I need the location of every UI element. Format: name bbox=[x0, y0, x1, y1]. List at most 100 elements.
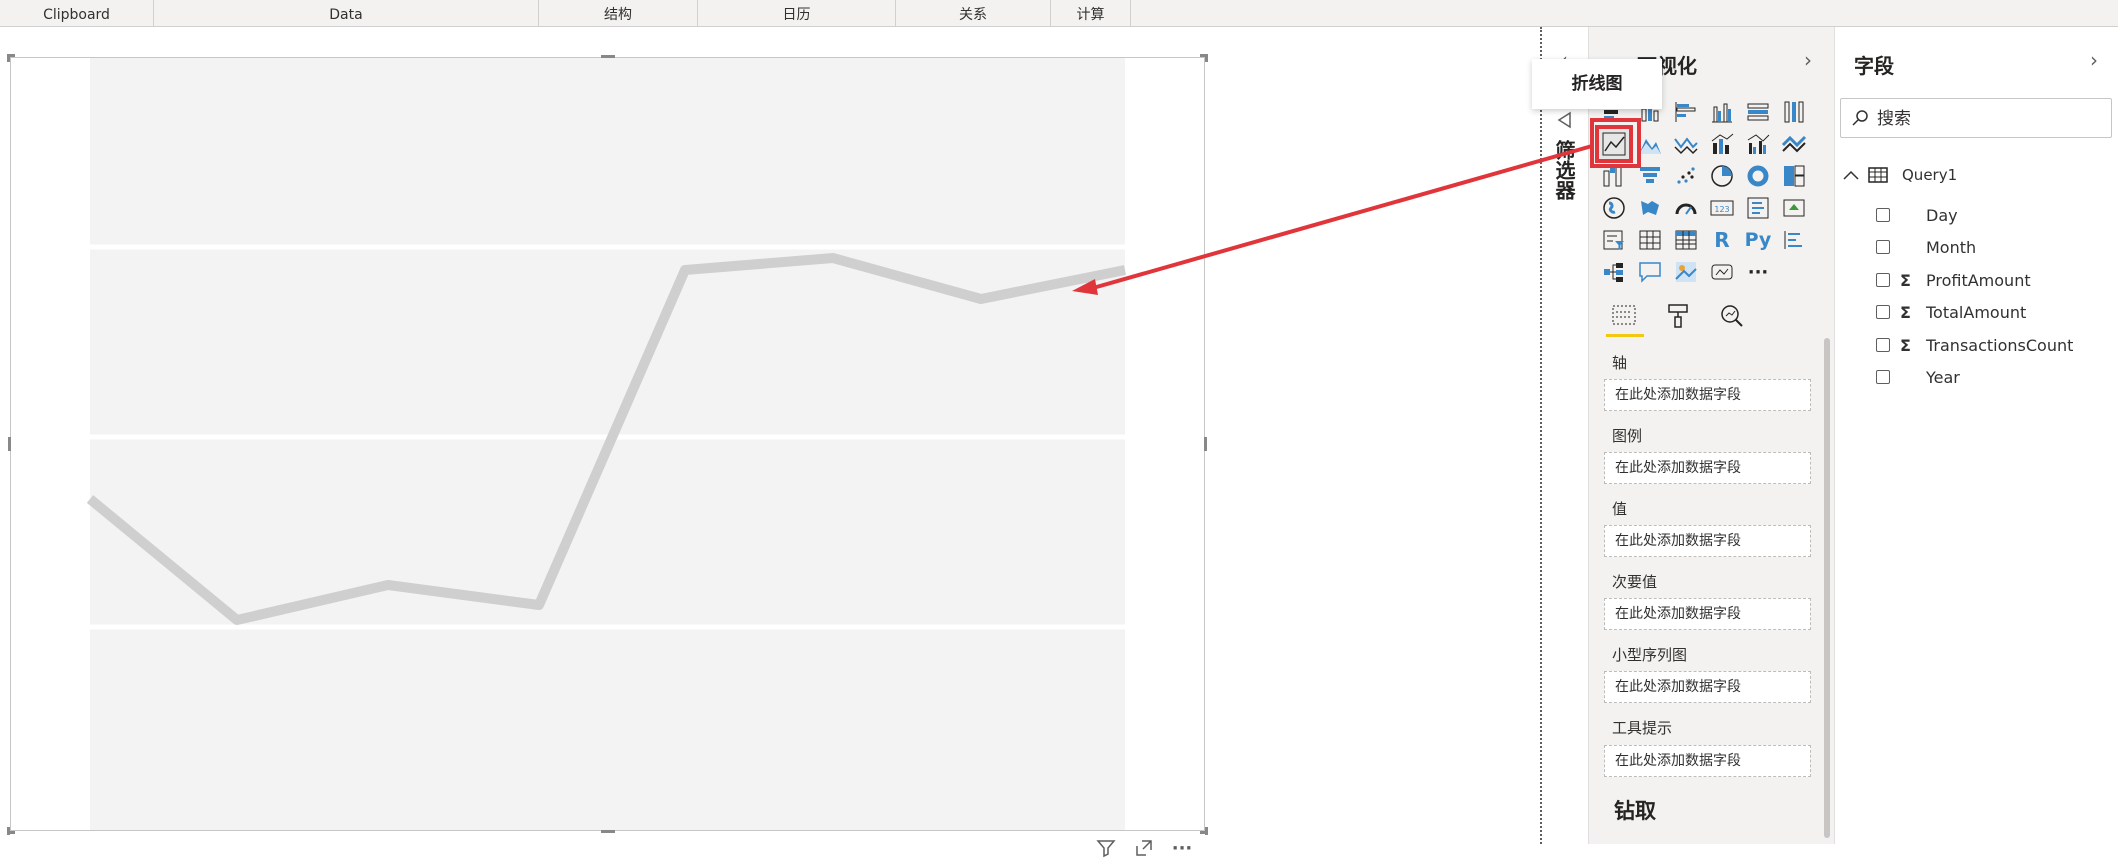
focus-mode-icon[interactable] bbox=[1132, 836, 1156, 860]
field-checkbox[interactable] bbox=[1876, 240, 1890, 254]
waterfall-chart-icon[interactable] bbox=[1598, 160, 1630, 192]
resize-handle[interactable] bbox=[1205, 54, 1208, 62]
well-legend[interactable]: 在此处添加数据字段 bbox=[1604, 452, 1811, 484]
sigma-icon: Σ bbox=[1900, 335, 1911, 355]
field-transactionscount[interactable]: Σ TransactionsCount bbox=[1876, 331, 2073, 359]
stacked-column-chart-icon[interactable] bbox=[1634, 96, 1666, 128]
field-checkbox[interactable] bbox=[1876, 305, 1890, 319]
pie-chart-icon[interactable] bbox=[1706, 160, 1738, 192]
gauge-icon[interactable] bbox=[1670, 192, 1702, 224]
100-stacked-bar-chart-icon[interactable] bbox=[1742, 96, 1774, 128]
line-chart-icon[interactable] bbox=[1595, 125, 1633, 163]
field-checkbox[interactable] bbox=[1876, 273, 1890, 287]
fields-tab-icon[interactable] bbox=[1604, 298, 1644, 334]
field-day[interactable]: Day bbox=[1876, 201, 1958, 229]
report-canvas[interactable]: ··· bbox=[0, 27, 1536, 859]
donut-chart-icon[interactable] bbox=[1742, 160, 1774, 192]
key-influencers-icon[interactable] bbox=[1778, 224, 1810, 256]
scatter-chart-icon[interactable] bbox=[1670, 160, 1702, 192]
chevron-up-icon[interactable] bbox=[1842, 169, 1860, 181]
area-chart-icon[interactable] bbox=[1634, 128, 1666, 160]
resize-handle[interactable] bbox=[1200, 54, 1208, 57]
visual-tooltip: 折线图 bbox=[1532, 59, 1662, 109]
ribbon-group-clipboard[interactable]: Clipboard bbox=[0, 0, 154, 26]
100-stacked-column-chart-icon[interactable] bbox=[1778, 96, 1810, 128]
well-axis[interactable]: 在此处添加数据字段 bbox=[1604, 379, 1811, 411]
field-checkbox[interactable] bbox=[1876, 338, 1890, 352]
collapse-visualizations-icon[interactable]: › bbox=[1804, 48, 1812, 72]
resize-handle[interactable] bbox=[8, 437, 11, 451]
resize-handle[interactable] bbox=[1204, 437, 1207, 451]
placeholder-line bbox=[86, 253, 1126, 625]
field-profitamount[interactable]: Σ ProfitAmount bbox=[1876, 266, 2031, 294]
smart-narrative-icon[interactable] bbox=[1670, 256, 1702, 288]
svg-text:123: 123 bbox=[1714, 205, 1729, 214]
resize-handle[interactable] bbox=[7, 831, 15, 834]
well-small-multiples[interactable]: 在此处添加数据字段 bbox=[1604, 671, 1811, 703]
format-tab-icon[interactable] bbox=[1658, 298, 1698, 334]
clustered-bar-chart-icon[interactable] bbox=[1670, 96, 1702, 128]
more-visuals-icon[interactable]: ··· bbox=[1747, 261, 1769, 283]
active-tab-indicator bbox=[1606, 334, 1644, 337]
qna-icon[interactable] bbox=[1634, 256, 1666, 288]
field-checkbox[interactable] bbox=[1876, 208, 1890, 222]
collapse-fields-icon[interactable]: › bbox=[2090, 48, 2098, 72]
filters-pane-label[interactable]: 筛选器 bbox=[1552, 140, 1576, 200]
resize-handle[interactable] bbox=[601, 55, 615, 58]
fields-search-box[interactable] bbox=[1840, 98, 2112, 138]
fields-pane bbox=[1834, 27, 2118, 844]
table-node-query1[interactable]: Query1 bbox=[1842, 162, 1957, 188]
fields-search-input[interactable] bbox=[1875, 105, 2099, 133]
visual-header: ··· bbox=[1094, 836, 1194, 860]
slicer-icon[interactable] bbox=[1598, 224, 1630, 256]
field-month[interactable]: Month bbox=[1876, 233, 1976, 261]
kpi-icon[interactable] bbox=[1778, 192, 1810, 224]
viz-pane-scrollbar[interactable] bbox=[1824, 338, 1830, 838]
ribbon: Clipboard Data 结构 日历 关系 计算 bbox=[0, 0, 2118, 27]
r-visual-icon[interactable]: R bbox=[1714, 228, 1730, 252]
multi-row-card-icon[interactable] bbox=[1742, 192, 1774, 224]
ribbon-group-calculations[interactable]: 计算 bbox=[1051, 0, 1131, 26]
decomposition-tree-icon[interactable] bbox=[1598, 256, 1630, 288]
analytics-tab-icon[interactable] bbox=[1712, 298, 1752, 334]
matrix-icon[interactable] bbox=[1670, 224, 1702, 256]
map-icon[interactable] bbox=[1598, 192, 1630, 224]
sigma-icon: Σ bbox=[1900, 302, 1911, 322]
well-label-tooltips: 工具提示 bbox=[1612, 719, 1673, 737]
more-options-icon[interactable]: ··· bbox=[1171, 837, 1193, 859]
well-values[interactable]: 在此处添加数据字段 bbox=[1604, 525, 1811, 557]
well-label-secondary-values: 次要值 bbox=[1612, 573, 1658, 591]
paginated-report-icon[interactable] bbox=[1706, 256, 1738, 288]
line-and-clustered-column-chart-icon[interactable] bbox=[1742, 128, 1774, 160]
ribbon-group-structure[interactable]: 结构 bbox=[539, 0, 698, 26]
well-tooltips[interactable]: 在此处添加数据字段 bbox=[1604, 745, 1811, 777]
python-visual-icon[interactable]: Py bbox=[1744, 229, 1772, 251]
field-year[interactable]: Year bbox=[1876, 363, 1960, 391]
resize-handle[interactable] bbox=[1200, 831, 1208, 834]
sigma-icon: Σ bbox=[1900, 270, 1911, 290]
ribbon-group-data[interactable]: Data bbox=[154, 0, 539, 26]
filled-map-icon[interactable] bbox=[1634, 192, 1666, 224]
ribbon-group-relationships[interactable]: 关系 bbox=[896, 0, 1051, 26]
clustered-column-chart-icon[interactable] bbox=[1706, 96, 1738, 128]
line-chart-visual[interactable] bbox=[7, 54, 1208, 835]
filters-expand-icon[interactable] bbox=[1557, 110, 1573, 130]
field-totalamount[interactable]: Σ TotalAmount bbox=[1876, 298, 2026, 326]
treemap-icon[interactable] bbox=[1778, 160, 1810, 192]
stacked-area-chart-icon[interactable] bbox=[1670, 128, 1702, 160]
resize-handle[interactable] bbox=[7, 54, 10, 62]
ribbon-chart-icon[interactable] bbox=[1778, 128, 1810, 160]
card-icon[interactable]: 123 bbox=[1706, 192, 1738, 224]
table-visual-icon[interactable] bbox=[1634, 224, 1666, 256]
well-secondary-values[interactable]: 在此处添加数据字段 bbox=[1604, 598, 1811, 630]
ribbon-group-calendar[interactable]: 日历 bbox=[698, 0, 896, 26]
well-label-axis: 轴 bbox=[1612, 354, 1628, 372]
resize-handle[interactable] bbox=[7, 54, 15, 57]
resize-handle[interactable] bbox=[601, 830, 615, 833]
filter-icon[interactable] bbox=[1094, 836, 1118, 860]
funnel-chart-icon[interactable] bbox=[1634, 160, 1666, 192]
line-and-stacked-column-chart-icon[interactable] bbox=[1706, 128, 1738, 160]
well-label-values: 值 bbox=[1612, 500, 1628, 518]
visual-type-gallery: 123 R Py ··· bbox=[1595, 96, 1818, 288]
field-checkbox[interactable] bbox=[1876, 370, 1890, 384]
